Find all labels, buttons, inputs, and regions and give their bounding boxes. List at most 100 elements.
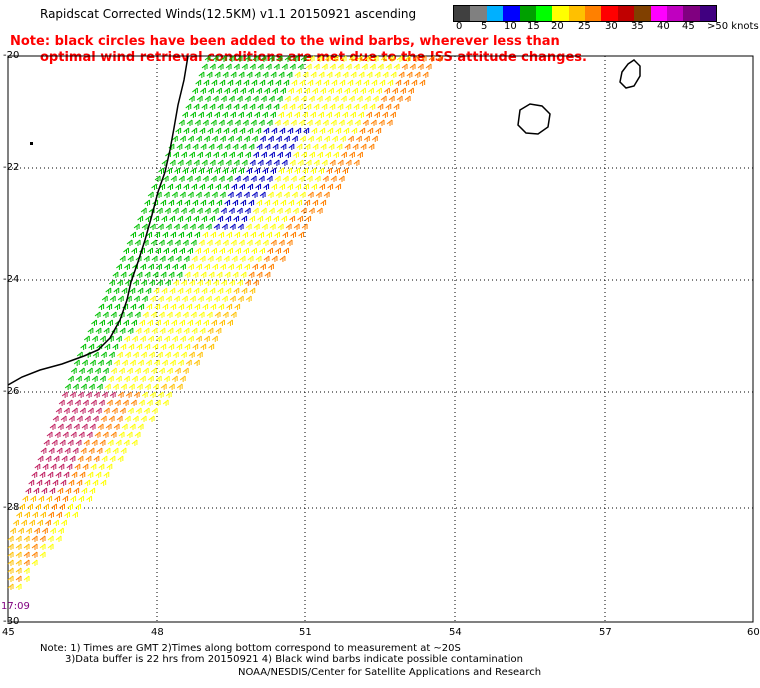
wind-barb xyxy=(152,271,159,278)
wind-barb xyxy=(287,127,294,134)
wind-barb xyxy=(89,487,96,494)
wind-barb xyxy=(378,119,385,126)
legend-label: 0 xyxy=(456,21,463,32)
wind-barb xyxy=(408,87,414,94)
wind-barb xyxy=(208,343,215,350)
wind-barb xyxy=(191,183,198,190)
wind-barb xyxy=(85,455,92,462)
wind-barb xyxy=(216,199,223,206)
wind-barb xyxy=(191,255,198,262)
wind-barb xyxy=(210,303,217,310)
wind-barb xyxy=(146,303,153,310)
wind-barb xyxy=(247,255,254,262)
wind-barb xyxy=(248,199,255,206)
legend-swatch xyxy=(683,6,700,21)
wind-barb xyxy=(236,279,243,286)
wind-barb xyxy=(315,79,322,86)
wind-barb xyxy=(52,415,59,422)
wind-barb xyxy=(278,111,284,118)
wind-barb xyxy=(350,71,357,78)
wind-barb xyxy=(257,215,264,222)
wind-barb xyxy=(372,55,379,62)
wind-barb xyxy=(215,127,222,134)
wind-barb xyxy=(160,343,167,350)
wind-barb xyxy=(57,527,64,534)
wind-barb xyxy=(342,111,348,118)
wind-barb xyxy=(344,87,350,94)
wind-barb xyxy=(420,55,427,62)
wind-barb xyxy=(291,79,298,86)
wind-barb xyxy=(234,175,241,182)
wind-barb xyxy=(46,431,53,438)
wind-barb xyxy=(123,319,129,326)
wind-barb xyxy=(248,271,255,278)
wind-barb xyxy=(117,295,124,302)
wind-barb xyxy=(164,207,171,214)
wind-barb xyxy=(89,423,96,430)
wind-barb xyxy=(67,375,74,382)
wind-barb xyxy=(257,103,264,110)
wind-barb xyxy=(202,231,209,238)
wind-barb xyxy=(288,143,295,150)
wind-barb xyxy=(230,311,237,318)
wind-barb xyxy=(213,295,220,302)
wind-barb xyxy=(210,231,217,238)
wind-barb xyxy=(280,199,287,206)
wind-barb xyxy=(211,319,217,326)
wind-barb xyxy=(223,255,230,262)
wind-barb xyxy=(366,71,373,78)
wind-barb xyxy=(249,159,256,166)
wind-barb xyxy=(313,63,320,70)
wind-barb xyxy=(266,119,273,126)
wind-barb xyxy=(108,415,115,422)
wind-barb xyxy=(326,167,332,174)
wind-barb xyxy=(91,335,98,342)
wind-barb xyxy=(184,199,191,206)
wind-barb xyxy=(308,55,315,62)
wind-barb xyxy=(60,479,67,486)
wind-barb xyxy=(324,55,331,62)
wind-barb xyxy=(141,223,148,230)
wind-barb xyxy=(191,327,198,334)
wind-barb xyxy=(225,287,232,294)
wind-barb xyxy=(116,279,123,286)
note-line-2: optimal wind retrieval conditions are me… xyxy=(40,50,587,65)
wind-barb xyxy=(396,55,403,62)
wind-barb xyxy=(307,191,314,198)
wind-barb xyxy=(213,151,219,158)
wind-barb xyxy=(310,167,316,174)
wind-barb xyxy=(180,279,187,286)
wind-barb xyxy=(135,327,142,334)
footer-credit: NOAA/NESDIS/Center for Satellite Applica… xyxy=(238,667,542,678)
wind-barb xyxy=(206,71,213,78)
wind-barb xyxy=(307,79,314,86)
wind-barb xyxy=(188,95,195,102)
wind-barb xyxy=(270,111,276,118)
wind-barb xyxy=(275,79,282,86)
wind-barb xyxy=(193,215,200,222)
wind-barb xyxy=(222,311,229,318)
wind-barb xyxy=(161,215,168,222)
wind-barb xyxy=(23,567,30,574)
wind-barb xyxy=(412,55,419,62)
wind-barb xyxy=(312,143,319,150)
map-frame xyxy=(7,55,754,623)
wind-barb xyxy=(295,127,302,134)
legend-swatch xyxy=(535,6,553,21)
wind-barb xyxy=(186,175,193,182)
wind-barb xyxy=(40,511,46,518)
wind-barb xyxy=(137,359,144,366)
wind-barb xyxy=(49,527,56,534)
wind-barb xyxy=(86,495,93,502)
wind-barb xyxy=(326,71,333,78)
legend-swatch xyxy=(519,6,536,21)
wind-barb xyxy=(364,55,371,62)
wind-barb xyxy=(83,439,90,446)
wind-barb xyxy=(159,327,166,334)
wind-barb xyxy=(146,399,153,406)
wind-barb xyxy=(275,135,282,142)
wind-barb xyxy=(69,391,76,398)
wind-barb xyxy=(125,391,132,398)
wind-barb xyxy=(178,175,185,182)
wind-barb xyxy=(254,71,261,78)
